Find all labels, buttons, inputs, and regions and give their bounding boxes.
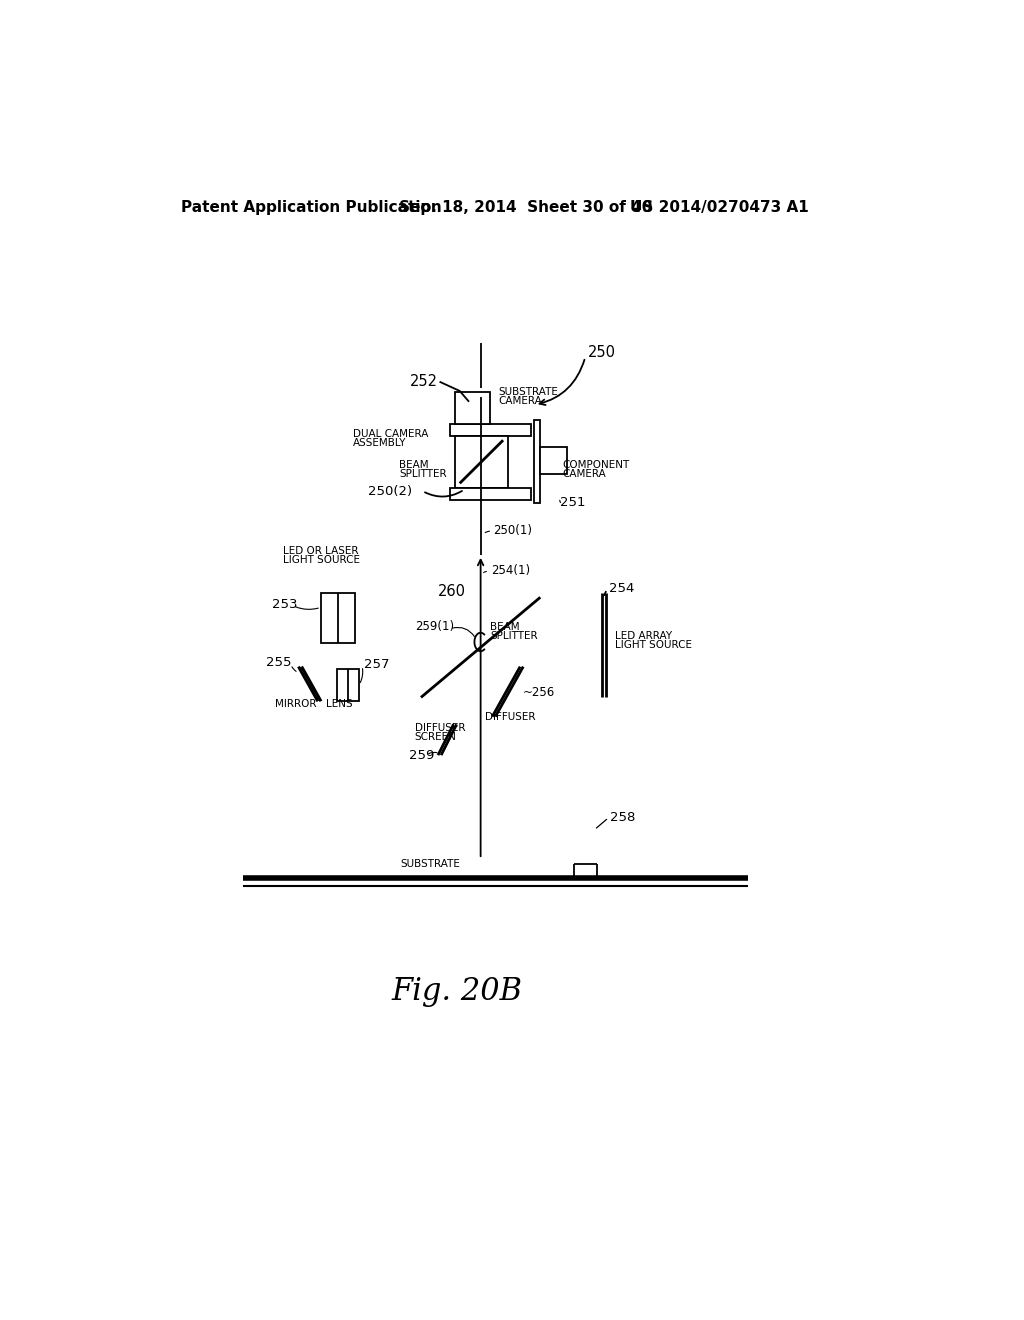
Text: SPLITTER: SPLITTER [489, 631, 538, 640]
Text: SCREEN: SCREEN [415, 733, 457, 742]
Bar [337, 669, 359, 701]
Bar [321, 593, 355, 643]
Text: SUBSTRATE: SUBSTRATE [400, 859, 460, 870]
Text: 255: 255 [266, 656, 292, 669]
Text: 260: 260 [438, 583, 466, 599]
Text: 254: 254 [608, 582, 634, 594]
Text: DIFFUSER: DIFFUSER [484, 711, 535, 722]
Text: LED OR LASER: LED OR LASER [283, 546, 358, 556]
Bar [455, 436, 508, 488]
Text: LED ARRAY: LED ARRAY [614, 631, 672, 640]
Text: 250(2): 250(2) [369, 484, 413, 498]
Text: MIRROR: MIRROR [275, 698, 316, 709]
Text: 259(1): 259(1) [415, 620, 454, 634]
Text: 252: 252 [410, 374, 438, 389]
Text: 258: 258 [610, 810, 636, 824]
Text: 259: 259 [410, 748, 435, 762]
Text: US 2014/0270473 A1: US 2014/0270473 A1 [630, 201, 809, 215]
Text: SPLITTER: SPLITTER [399, 469, 446, 479]
Text: COMPONENT: COMPONENT [562, 459, 630, 470]
Text: ASSEMBLY: ASSEMBLY [352, 438, 407, 449]
Text: CAMERA: CAMERA [499, 396, 542, 407]
Bar [540, 447, 566, 474]
Text: LIGHT SOURCE: LIGHT SOURCE [614, 640, 691, 649]
Text: DIFFUSER: DIFFUSER [415, 723, 465, 733]
Text: Patent Application Publication: Patent Application Publication [180, 201, 441, 215]
Text: SUBSTRATE: SUBSTRATE [499, 387, 558, 397]
Text: Fig. 20B: Fig. 20B [392, 975, 523, 1007]
Text: Sep. 18, 2014  Sheet 30 of 40: Sep. 18, 2014 Sheet 30 of 40 [399, 201, 652, 215]
Text: LIGHT SOURCE: LIGHT SOURCE [283, 556, 360, 565]
Text: BEAM: BEAM [489, 622, 519, 631]
Text: LENS: LENS [326, 698, 352, 709]
Bar [450, 488, 531, 499]
Text: ~256: ~256 [523, 685, 555, 698]
Text: 257: 257 [364, 657, 389, 671]
Text: 254(1): 254(1) [490, 564, 529, 577]
Bar [450, 424, 531, 436]
Text: CAMERA: CAMERA [562, 469, 606, 479]
Text: 251: 251 [560, 496, 586, 510]
Text: 250(1): 250(1) [493, 524, 532, 537]
Bar [455, 392, 489, 424]
Text: 250: 250 [589, 345, 616, 360]
Text: DUAL CAMERA: DUAL CAMERA [352, 429, 428, 440]
Bar [535, 420, 540, 503]
Text: BEAM: BEAM [399, 459, 429, 470]
Text: 253: 253 [272, 598, 298, 611]
